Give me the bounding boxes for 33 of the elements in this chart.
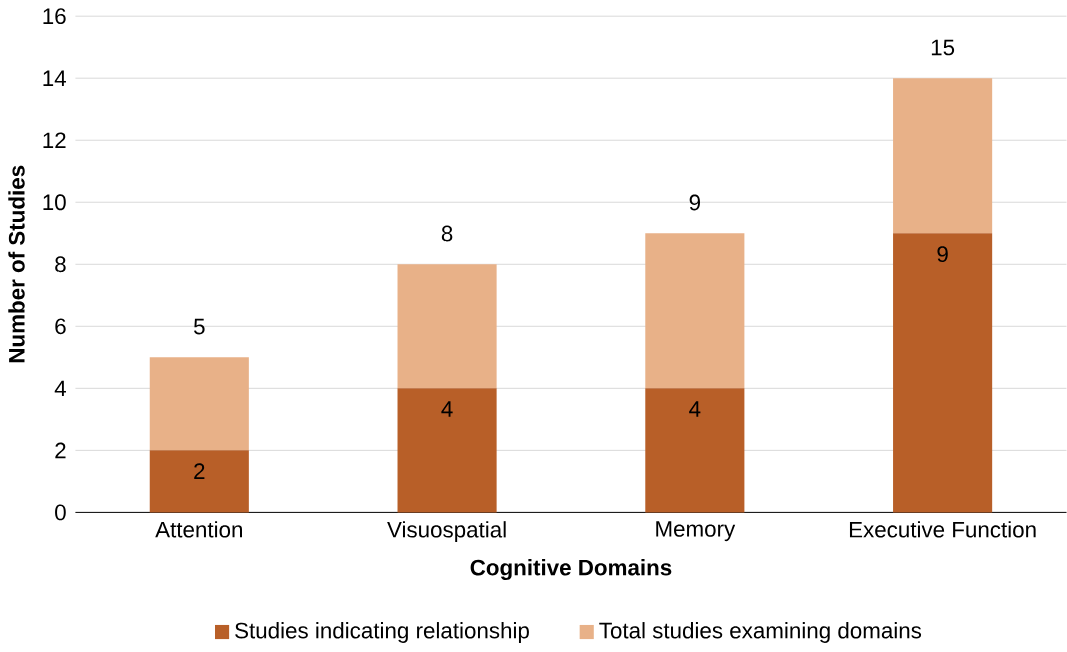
y-axis-title: Number of Studies (8, 165, 25, 363)
y-tick-label: 6 (55, 318, 66, 335)
y-tick-label: 4 (54, 380, 66, 397)
x-tick-label: Memory (656, 521, 736, 542)
y-tick-label: 0 (55, 504, 66, 521)
legend-label: Studies indicating relationship (235, 622, 529, 643)
total-label: 8 (441, 225, 453, 242)
bar (397, 388, 497, 513)
x-axis-title: Cognitive Domains (470, 559, 672, 581)
bar (893, 233, 993, 513)
y-tick-label: 16 (43, 8, 66, 25)
y-tick-label: 10 (43, 194, 66, 211)
bar (645, 388, 745, 513)
y-tick-label: 12 (43, 132, 66, 149)
y-tick-label: 14 (43, 70, 66, 86)
bar (645, 233, 745, 389)
total-label: 9 (689, 194, 701, 211)
bar (149, 450, 249, 513)
bar (397, 264, 497, 389)
bar (893, 78, 993, 234)
x-tick-label: Attention (155, 521, 242, 538)
total-label: 15 (931, 39, 955, 56)
legend-label: Total studies examining domains (599, 622, 922, 643)
bar (149, 357, 249, 451)
x-tick-label: Visuospatial (387, 521, 506, 543)
total-label: 5 (193, 318, 205, 335)
data-label: 4 (689, 401, 701, 417)
y-tick-label: 8 (55, 256, 66, 273)
data-label: 9 (937, 246, 948, 263)
data-label: 4 (441, 401, 453, 417)
y-tick-label: 2 (55, 442, 66, 459)
x-tick-label: Executive Function (849, 521, 1036, 538)
data-label: 2 (194, 463, 205, 479)
